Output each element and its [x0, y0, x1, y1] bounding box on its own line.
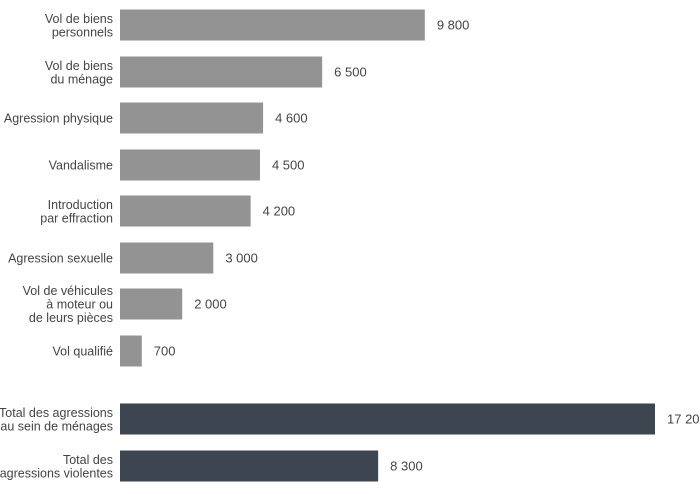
value-label-3: 4 500 [272, 158, 305, 173]
bar-7 [120, 335, 142, 367]
bar-6 [120, 288, 183, 320]
category-label-4: Introduction par effraction [40, 198, 113, 226]
category-label-2: Agression physique [4, 112, 113, 126]
bar-9 [120, 450, 379, 482]
category-label-0: Vol de biens personnels [45, 12, 113, 40]
category-label-6: Vol de véhicules à moteur ou de leurs pièc… [23, 284, 113, 325]
value-label-2: 4 600 [275, 111, 308, 126]
value-label-6: 2 000 [194, 297, 227, 312]
bar-1 [120, 56, 323, 88]
category-label-8: Total des agressions au sein de ménages [0, 406, 113, 434]
category-label-5: Agression sexuelle [8, 252, 113, 266]
value-label-9: 8 300 [390, 459, 423, 474]
value-label-0: 9 800 [437, 18, 470, 33]
value-label-5: 3 000 [225, 251, 258, 266]
value-label-7: 700 [154, 344, 176, 359]
value-label-4: 4 200 [263, 204, 296, 219]
bars-layer [120, 9, 655, 482]
bar-4 [120, 195, 251, 227]
category-label-7: Vol qualifié [53, 345, 114, 359]
bar-0 [120, 9, 425, 41]
value-label-1: 6 500 [334, 65, 367, 80]
category-label-1: Vol de biens du ménage [45, 59, 113, 87]
labels-layer: 9 800 Vol de biens personnels 6 500 Vol de b… [0, 12, 700, 481]
category-label-9: Total des agressions violentes [0, 453, 113, 481]
bar-8 [120, 403, 655, 435]
category-label-3: Vandalisme [49, 159, 113, 173]
value-label-8: 17 200 [667, 412, 700, 427]
bar-3 [120, 149, 260, 181]
bar-5 [120, 242, 214, 274]
bar-2 [120, 102, 264, 134]
